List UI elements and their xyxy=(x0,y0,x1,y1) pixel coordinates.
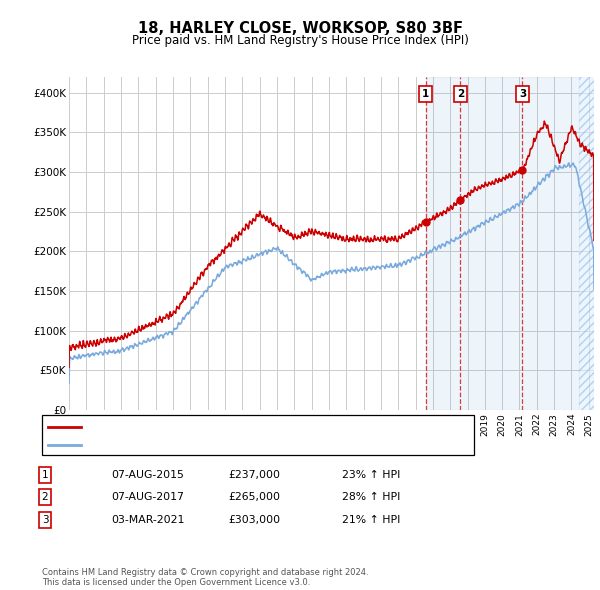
Text: 3: 3 xyxy=(519,89,526,99)
Text: 03-MAR-2021: 03-MAR-2021 xyxy=(111,516,184,525)
Text: 1: 1 xyxy=(422,89,430,99)
Text: 07-AUG-2017: 07-AUG-2017 xyxy=(111,493,184,502)
Text: 07-AUG-2015: 07-AUG-2015 xyxy=(111,470,184,480)
Bar xyxy=(426,77,579,410)
Text: 18, HARLEY CLOSE, WORKSOP, S80 3BF (detached house): 18, HARLEY CLOSE, WORKSOP, S80 3BF (deta… xyxy=(87,422,376,432)
Text: Price paid vs. HM Land Registry's House Price Index (HPI): Price paid vs. HM Land Registry's House … xyxy=(131,34,469,47)
Bar xyxy=(579,77,594,410)
Text: 3: 3 xyxy=(41,516,49,525)
Text: £303,000: £303,000 xyxy=(228,516,280,525)
Text: 21% ↑ HPI: 21% ↑ HPI xyxy=(342,516,400,525)
Text: 2: 2 xyxy=(41,493,49,502)
Text: 18, HARLEY CLOSE, WORKSOP, S80 3BF: 18, HARLEY CLOSE, WORKSOP, S80 3BF xyxy=(137,21,463,35)
Text: Contains HM Land Registry data © Crown copyright and database right 2024.
This d: Contains HM Land Registry data © Crown c… xyxy=(42,568,368,587)
Text: 28% ↑ HPI: 28% ↑ HPI xyxy=(342,493,400,502)
Bar xyxy=(579,77,594,410)
Text: 23% ↑ HPI: 23% ↑ HPI xyxy=(342,470,400,480)
Text: £237,000: £237,000 xyxy=(228,470,280,480)
Text: 2: 2 xyxy=(457,89,464,99)
Text: HPI: Average price, detached house, Bassetlaw: HPI: Average price, detached house, Bass… xyxy=(87,441,322,450)
Text: £265,000: £265,000 xyxy=(228,493,280,502)
Text: 1: 1 xyxy=(41,470,49,480)
